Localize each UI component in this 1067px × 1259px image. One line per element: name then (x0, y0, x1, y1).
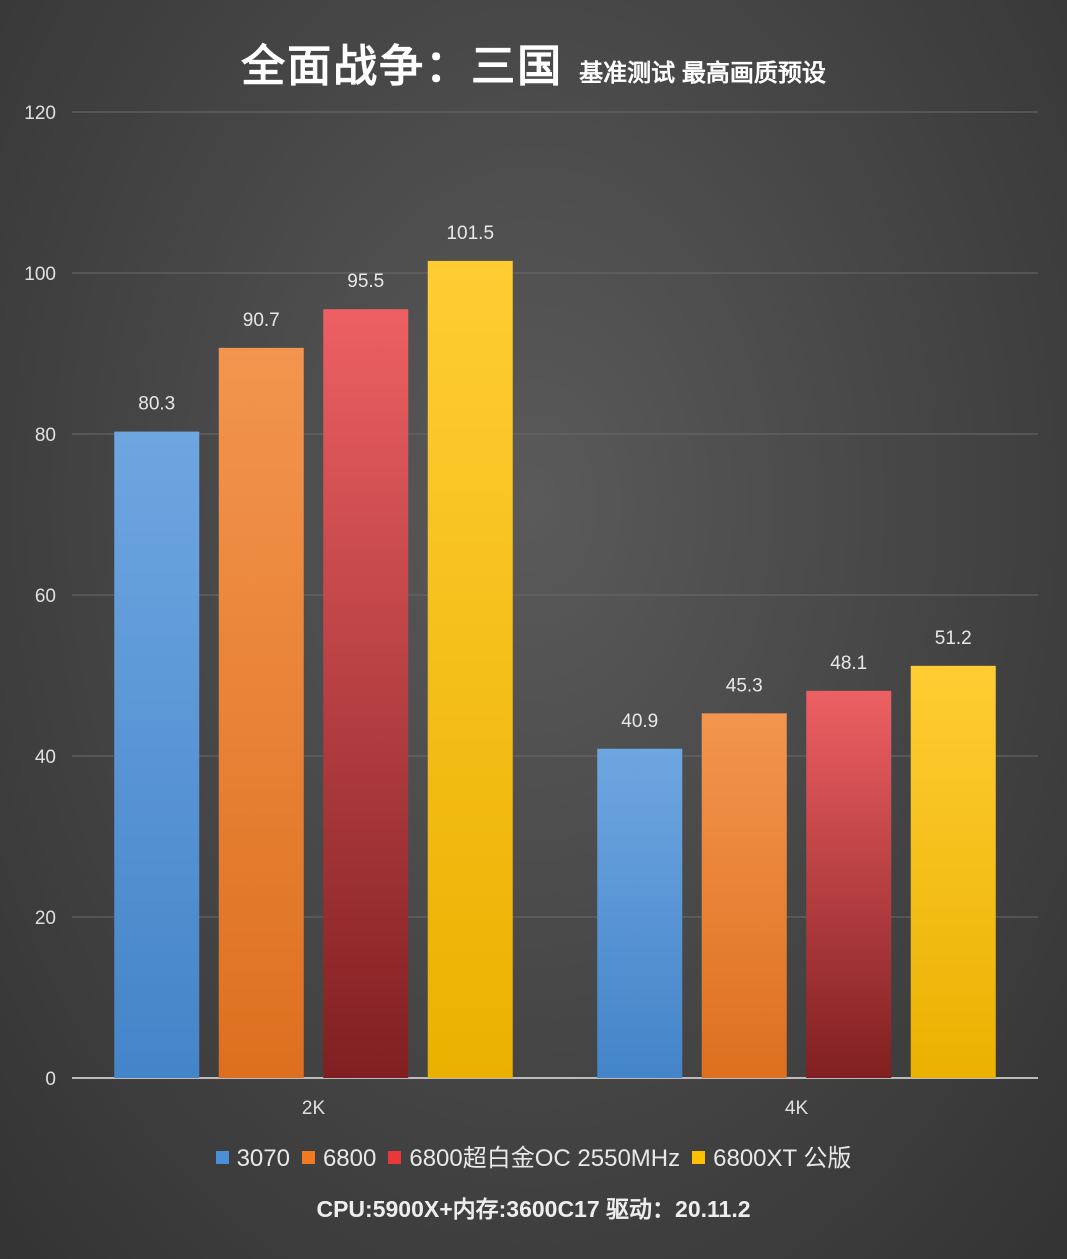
y-tick-label: 0 (45, 1069, 56, 1090)
bar-4K-3070 (597, 748, 683, 1078)
data-label: 101.5 (446, 223, 494, 244)
x-tick-label: 2K (302, 1098, 326, 1119)
x-tick-label: 4K (785, 1098, 809, 1119)
data-label: 40.9 (621, 711, 658, 732)
data-label: 48.1 (830, 653, 867, 674)
bar-4K-6800超白金OC 2550MHz (806, 690, 892, 1078)
legend: 3070 6800 6800超白金OC 2550MHz 6800XT 公版 (0, 1138, 1067, 1173)
legend-swatch (301, 1151, 315, 1164)
legend-label: 6800XT 公版 (713, 1145, 852, 1172)
legend-swatch (215, 1151, 229, 1164)
y-tick-label: 120 (24, 103, 56, 124)
legend-item: 6800 (301, 1145, 377, 1173)
data-label: 45.3 (726, 675, 763, 696)
footer-note: CPU:5900X+内存:3600C17 驱动：20.11.2 (316, 1196, 751, 1222)
legend-item: 3070 (215, 1145, 290, 1173)
bar-2K-6800超白金OC 2550MHz (323, 309, 409, 1079)
legend-item: 6800XT 公版 (692, 1138, 851, 1173)
legend-swatch (388, 1151, 402, 1164)
y-tick-label: 100 (24, 264, 56, 285)
chart-title: 全面战争：三国 基准测试 最高画质预设 (0, 30, 1067, 94)
bar-2K-3070 (114, 431, 200, 1079)
y-tick-label: 20 (35, 908, 56, 929)
legend-label: 3070 (236, 1145, 290, 1172)
bar-2K-6800 (218, 347, 304, 1078)
title-main: 全面战争：三国 (241, 42, 564, 91)
legend-swatch (692, 1151, 706, 1164)
bar-2K-6800XT 公版 (427, 260, 513, 1078)
legend-label: 6800超白金OC 2550MHz (409, 1145, 681, 1172)
legend-item: 6800超白金OC 2550MHz (388, 1138, 680, 1173)
legend-label: 6800 (322, 1145, 377, 1172)
y-tick-label: 60 (35, 586, 56, 607)
data-label: 90.7 (243, 310, 280, 331)
data-label: 80.3 (138, 394, 175, 415)
y-tick-label: 80 (35, 425, 56, 446)
data-label: 95.5 (347, 271, 384, 292)
bar-4K-6800 (701, 713, 787, 1078)
y-tick-label: 40 (35, 747, 56, 768)
bar-4K-6800XT 公版 (910, 665, 996, 1078)
title-subtitle: 基准测试 最高画质预设 (579, 60, 826, 87)
data-label: 51.2 (935, 628, 972, 649)
